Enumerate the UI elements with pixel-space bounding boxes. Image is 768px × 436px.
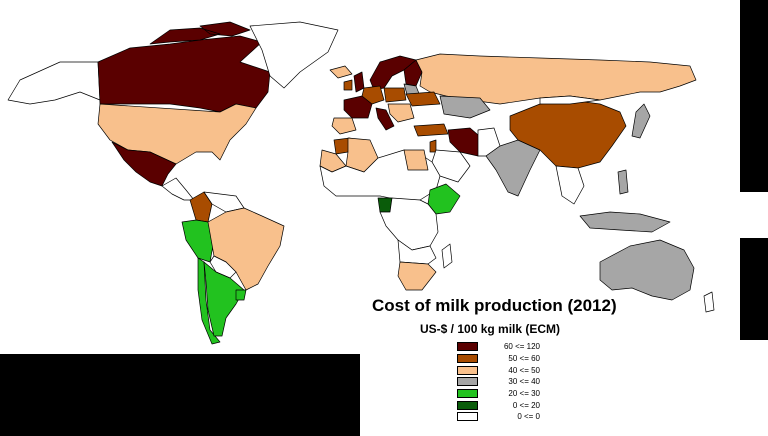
region-russia xyxy=(415,53,697,105)
region-israel xyxy=(429,139,437,153)
region-colombia xyxy=(189,191,213,223)
region-balkans xyxy=(387,103,415,123)
region-philippines xyxy=(617,169,629,195)
region-spain xyxy=(331,117,357,135)
region-chile xyxy=(197,257,221,345)
region-se-asia xyxy=(555,165,585,205)
legend-item: 0 <= 20 xyxy=(457,399,540,411)
legend-label: 0 <= 20 xyxy=(512,400,540,410)
region-madagascar xyxy=(441,243,453,269)
legend: 60 <= 120 50 <= 60 40 <= 50 30 <= 40 20 <= 3… xyxy=(457,341,540,423)
legend-label: 60 <= 120 xyxy=(503,342,540,352)
region-usa xyxy=(97,103,257,165)
legend-swatch xyxy=(457,412,478,422)
region-canada xyxy=(97,35,271,113)
legend-swatch xyxy=(457,400,478,410)
region-new-zealand xyxy=(703,291,715,313)
region-argentina xyxy=(203,261,245,337)
region-india xyxy=(485,139,541,197)
region-kazakhstan xyxy=(439,95,491,119)
legend-swatch xyxy=(457,342,478,352)
legend-swatch xyxy=(457,354,478,364)
region-morocco xyxy=(333,137,351,155)
region-egypt xyxy=(403,149,429,171)
region-south-africa xyxy=(397,261,437,291)
legend-item: 50 <= 60 xyxy=(457,353,540,365)
region-poland xyxy=(383,87,407,103)
region-ireland xyxy=(343,79,353,91)
legend-label: 50 <= 60 xyxy=(508,354,540,364)
region-greenland xyxy=(249,21,339,89)
region-germany xyxy=(361,85,385,105)
map-subtitle: US-$ / 100 kg milk (ECM) xyxy=(420,322,561,336)
region-uruguay xyxy=(235,289,247,301)
legend-label: 0 <= 0 xyxy=(517,412,540,422)
legend-item: 20 <= 30 xyxy=(457,388,540,400)
legend-label: 30 <= 40 xyxy=(508,377,540,387)
region-canada-islands xyxy=(149,21,251,45)
region-iceland xyxy=(329,65,353,79)
legend-item: 30 <= 40 xyxy=(457,376,540,388)
region-australia xyxy=(599,239,695,301)
map-title: Cost of milk production (2012) xyxy=(372,296,617,315)
legend-label: 40 <= 50 xyxy=(508,365,540,375)
region-cameroon xyxy=(377,197,393,213)
legend-swatch xyxy=(457,389,478,399)
legend-swatch xyxy=(457,377,478,387)
region-italy xyxy=(375,107,395,131)
legend-swatch xyxy=(457,365,478,375)
legend-item: 40 <= 50 xyxy=(457,364,540,376)
region-uk xyxy=(353,71,365,93)
legend-item: 0 <= 0 xyxy=(457,411,540,423)
region-japan xyxy=(631,103,651,139)
region-mongolia xyxy=(539,95,601,105)
region-finland xyxy=(403,59,423,87)
region-mexico xyxy=(111,141,177,187)
region-indonesia xyxy=(579,211,671,233)
legend-item: 60 <= 120 xyxy=(457,341,540,353)
legend-label: 20 <= 30 xyxy=(508,389,540,399)
region-turkey xyxy=(413,123,449,137)
region-ukraine xyxy=(405,91,441,107)
region-central-africa xyxy=(379,197,439,251)
region-peru xyxy=(181,219,215,263)
